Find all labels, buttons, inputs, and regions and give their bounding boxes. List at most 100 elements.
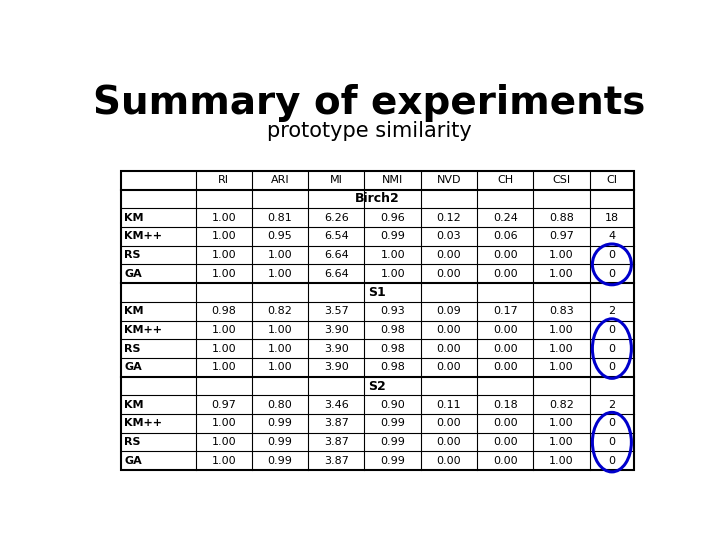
Text: MI: MI: [330, 175, 343, 185]
Text: 0.11: 0.11: [436, 400, 462, 410]
Text: 0.83: 0.83: [549, 306, 574, 316]
Text: RS: RS: [124, 343, 140, 354]
Text: 3.90: 3.90: [324, 343, 348, 354]
Text: 0: 0: [608, 269, 616, 279]
Text: 0: 0: [608, 456, 616, 466]
Text: 0.00: 0.00: [436, 362, 462, 372]
Text: 0.96: 0.96: [380, 213, 405, 222]
Text: KM++: KM++: [124, 325, 162, 335]
Text: 1.00: 1.00: [212, 456, 236, 466]
Text: 2: 2: [608, 400, 616, 410]
Text: 0.00: 0.00: [436, 343, 462, 354]
Text: 0.82: 0.82: [268, 306, 292, 316]
Text: 0.80: 0.80: [268, 400, 292, 410]
Text: 1.00: 1.00: [549, 362, 574, 372]
Text: 6.64: 6.64: [324, 250, 348, 260]
Text: 0.98: 0.98: [380, 325, 405, 335]
Text: 0: 0: [608, 418, 616, 428]
Text: 1.00: 1.00: [549, 250, 574, 260]
Text: 2: 2: [608, 306, 616, 316]
Text: 0.00: 0.00: [436, 325, 462, 335]
Text: 0.90: 0.90: [380, 400, 405, 410]
Text: 0.99: 0.99: [380, 231, 405, 241]
Text: 1.00: 1.00: [549, 456, 574, 466]
Text: 1.00: 1.00: [549, 325, 574, 335]
Text: GA: GA: [124, 362, 142, 372]
Text: 0.81: 0.81: [268, 213, 292, 222]
Text: CH: CH: [498, 175, 513, 185]
Text: CI: CI: [606, 175, 617, 185]
Text: 0.00: 0.00: [493, 362, 518, 372]
Text: 1.00: 1.00: [212, 437, 236, 447]
Text: prototype similarity: prototype similarity: [266, 121, 472, 141]
Text: CSI: CSI: [552, 175, 571, 185]
Text: 0.00: 0.00: [493, 456, 518, 466]
Text: 0.00: 0.00: [436, 269, 462, 279]
Text: 0.93: 0.93: [380, 306, 405, 316]
Text: 0.99: 0.99: [380, 437, 405, 447]
Text: 0.00: 0.00: [436, 437, 462, 447]
Text: 1.00: 1.00: [212, 213, 236, 222]
Text: 0.06: 0.06: [493, 231, 518, 241]
Bar: [121, 171, 634, 470]
Text: 0: 0: [608, 250, 616, 260]
Text: 1.00: 1.00: [212, 362, 236, 372]
Text: 0.00: 0.00: [436, 456, 462, 466]
Text: Summary of experiments: Summary of experiments: [93, 84, 645, 122]
Text: 0.00: 0.00: [436, 418, 462, 428]
Text: 1.00: 1.00: [212, 418, 236, 428]
Text: 1.00: 1.00: [212, 231, 236, 241]
Text: 1.00: 1.00: [549, 437, 574, 447]
Text: 0.82: 0.82: [549, 400, 574, 410]
Text: S1: S1: [369, 286, 386, 299]
Text: 1.00: 1.00: [268, 325, 292, 335]
Text: ARI: ARI: [271, 175, 289, 185]
Text: KM++: KM++: [124, 231, 162, 241]
Text: GA: GA: [124, 269, 142, 279]
Text: GA: GA: [124, 456, 142, 466]
Text: 0.98: 0.98: [380, 362, 405, 372]
Text: 0.03: 0.03: [436, 231, 462, 241]
Text: 1.00: 1.00: [549, 418, 574, 428]
Text: 1.00: 1.00: [212, 343, 236, 354]
Text: 0.00: 0.00: [493, 343, 518, 354]
Text: 1.00: 1.00: [268, 250, 292, 260]
Text: S2: S2: [369, 380, 386, 393]
Text: 0: 0: [608, 362, 616, 372]
Text: 0.95: 0.95: [268, 231, 292, 241]
Text: 6.54: 6.54: [324, 231, 348, 241]
Text: 6.64: 6.64: [324, 269, 348, 279]
Text: 0.09: 0.09: [436, 306, 462, 316]
Text: KM: KM: [124, 400, 143, 410]
Text: 3.87: 3.87: [324, 456, 348, 466]
Text: 0.00: 0.00: [493, 325, 518, 335]
Text: 1.00: 1.00: [268, 343, 292, 354]
Text: 0: 0: [608, 343, 616, 354]
Text: 3.90: 3.90: [324, 325, 348, 335]
Text: 1.00: 1.00: [268, 362, 292, 372]
Text: 0: 0: [608, 325, 616, 335]
Text: 6.26: 6.26: [324, 213, 348, 222]
Text: NMI: NMI: [382, 175, 403, 185]
Text: 18: 18: [605, 213, 619, 222]
Text: KM: KM: [124, 213, 143, 222]
Text: RI: RI: [218, 175, 229, 185]
Text: 0.17: 0.17: [493, 306, 518, 316]
Text: 1.00: 1.00: [268, 269, 292, 279]
Text: 0.98: 0.98: [211, 306, 236, 316]
Text: NVD: NVD: [437, 175, 462, 185]
Text: RS: RS: [124, 437, 140, 447]
Text: 1.00: 1.00: [549, 343, 574, 354]
Text: 0.99: 0.99: [380, 456, 405, 466]
Text: 0.99: 0.99: [380, 418, 405, 428]
Text: RS: RS: [124, 250, 140, 260]
Text: 4: 4: [608, 231, 616, 241]
Text: 1.00: 1.00: [212, 250, 236, 260]
Text: KM++: KM++: [124, 418, 162, 428]
Text: 3.90: 3.90: [324, 362, 348, 372]
Text: 0.00: 0.00: [493, 437, 518, 447]
Text: 0.99: 0.99: [268, 456, 292, 466]
Text: 0.97: 0.97: [549, 231, 574, 241]
Text: 0.00: 0.00: [493, 269, 518, 279]
Text: 0.98: 0.98: [380, 343, 405, 354]
